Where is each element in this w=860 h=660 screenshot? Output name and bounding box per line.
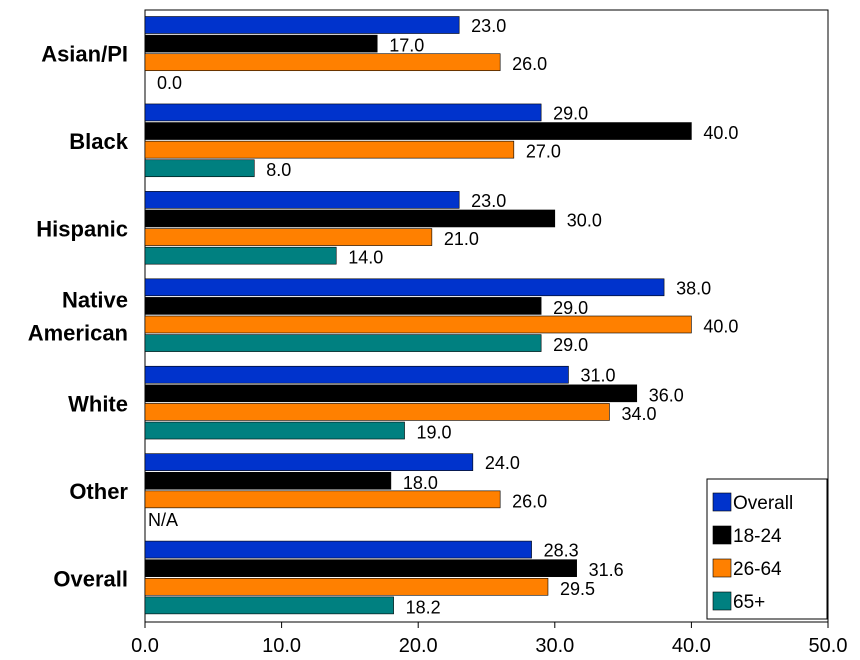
- data-label: 8.0: [266, 160, 291, 180]
- data-label: 18.0: [403, 473, 438, 493]
- bar: [144, 16, 460, 34]
- category-label: White: [68, 391, 128, 416]
- bar: [144, 490, 501, 509]
- data-label: 38.0: [676, 278, 711, 298]
- legend-swatch: [712, 492, 732, 512]
- bar: [144, 577, 549, 596]
- bars: [144, 16, 692, 615]
- data-label: 40.0: [703, 317, 738, 337]
- data-label: N/A: [148, 510, 178, 530]
- x-tick-label: 20.0: [399, 635, 438, 657]
- data-label: 14.0: [348, 248, 383, 268]
- data-label: 31.0: [580, 366, 615, 386]
- data-label: 28.3: [544, 541, 579, 561]
- bar: [144, 334, 542, 352]
- bar: [144, 53, 501, 72]
- data-label: 26.0: [512, 54, 547, 74]
- data-label: 36.0: [649, 385, 684, 405]
- bar: [144, 403, 610, 421]
- bar: [144, 122, 692, 140]
- data-label: 34.0: [621, 404, 656, 424]
- data-label: 24.0: [485, 453, 520, 473]
- data-label: 31.6: [589, 560, 624, 580]
- category-labels: Asian/PI Black Hispanic Native American White…: [28, 42, 129, 592]
- bar: [144, 596, 394, 615]
- x-tick-label: 30.0: [535, 635, 574, 657]
- bar: [144, 315, 692, 334]
- bar: [144, 384, 638, 403]
- bar: [144, 297, 542, 315]
- category-label: Black: [69, 129, 128, 154]
- category-label: Overall: [53, 566, 128, 591]
- category-label: Native American: [28, 288, 128, 346]
- bar: [144, 421, 405, 440]
- data-label: 29.0: [553, 103, 588, 123]
- bar: [144, 159, 255, 178]
- bar: [144, 228, 433, 246]
- data-label: 30.0: [567, 210, 602, 230]
- category-label: Asian/PI: [41, 42, 128, 67]
- bar: [144, 453, 474, 471]
- legend-swatch: [712, 558, 732, 578]
- category-label: Other: [69, 479, 128, 504]
- legend-label: Overall: [733, 493, 793, 514]
- legend: Overall 18-24 26-64 65+: [706, 478, 828, 620]
- data-label: 29.0: [553, 335, 588, 355]
- bar: [144, 365, 569, 384]
- legend-label: 26-64: [733, 559, 782, 580]
- bar: [144, 140, 515, 159]
- legend-label: 18-24: [733, 526, 782, 547]
- bar: [144, 471, 392, 490]
- data-label: 19.0: [417, 423, 452, 443]
- data-label: 17.0: [389, 36, 424, 56]
- x-tick-label: 40.0: [672, 635, 711, 657]
- data-label: 29.5: [560, 579, 595, 599]
- bar: [144, 191, 460, 209]
- bar: [144, 540, 532, 559]
- x-tick-label: 0.0: [131, 635, 159, 657]
- data-label: 23.0: [471, 16, 506, 36]
- data-label: 0.0: [157, 73, 182, 93]
- bar: [144, 246, 337, 265]
- value-labels: 23.0 17.0 26.0 0.0 29.0 40.0 27.0 8.0 23.0 30.0 21…: [148, 16, 738, 617]
- bar: [144, 34, 378, 53]
- legend-swatch: [712, 525, 732, 545]
- bar: [144, 278, 665, 297]
- data-label: 29.0: [553, 298, 588, 318]
- bar: [144, 103, 542, 122]
- x-tick-label: 50.0: [809, 635, 848, 657]
- category-label: Hispanic: [36, 217, 128, 242]
- data-label: 26.0: [512, 491, 547, 511]
- data-label: 23.0: [471, 191, 506, 211]
- data-label: 40.0: [703, 123, 738, 143]
- legend-swatch: [712, 591, 732, 611]
- bar: [144, 559, 577, 577]
- legend-label: 65+: [733, 592, 765, 613]
- data-label: 21.0: [444, 229, 479, 249]
- x-axis: 0.0 10.0 20.0 30.0 40.0 50.0: [131, 622, 847, 657]
- data-label: 27.0: [526, 142, 561, 162]
- data-label: 18.2: [406, 597, 441, 617]
- bar: [144, 209, 556, 228]
- x-tick-label: 10.0: [262, 635, 301, 657]
